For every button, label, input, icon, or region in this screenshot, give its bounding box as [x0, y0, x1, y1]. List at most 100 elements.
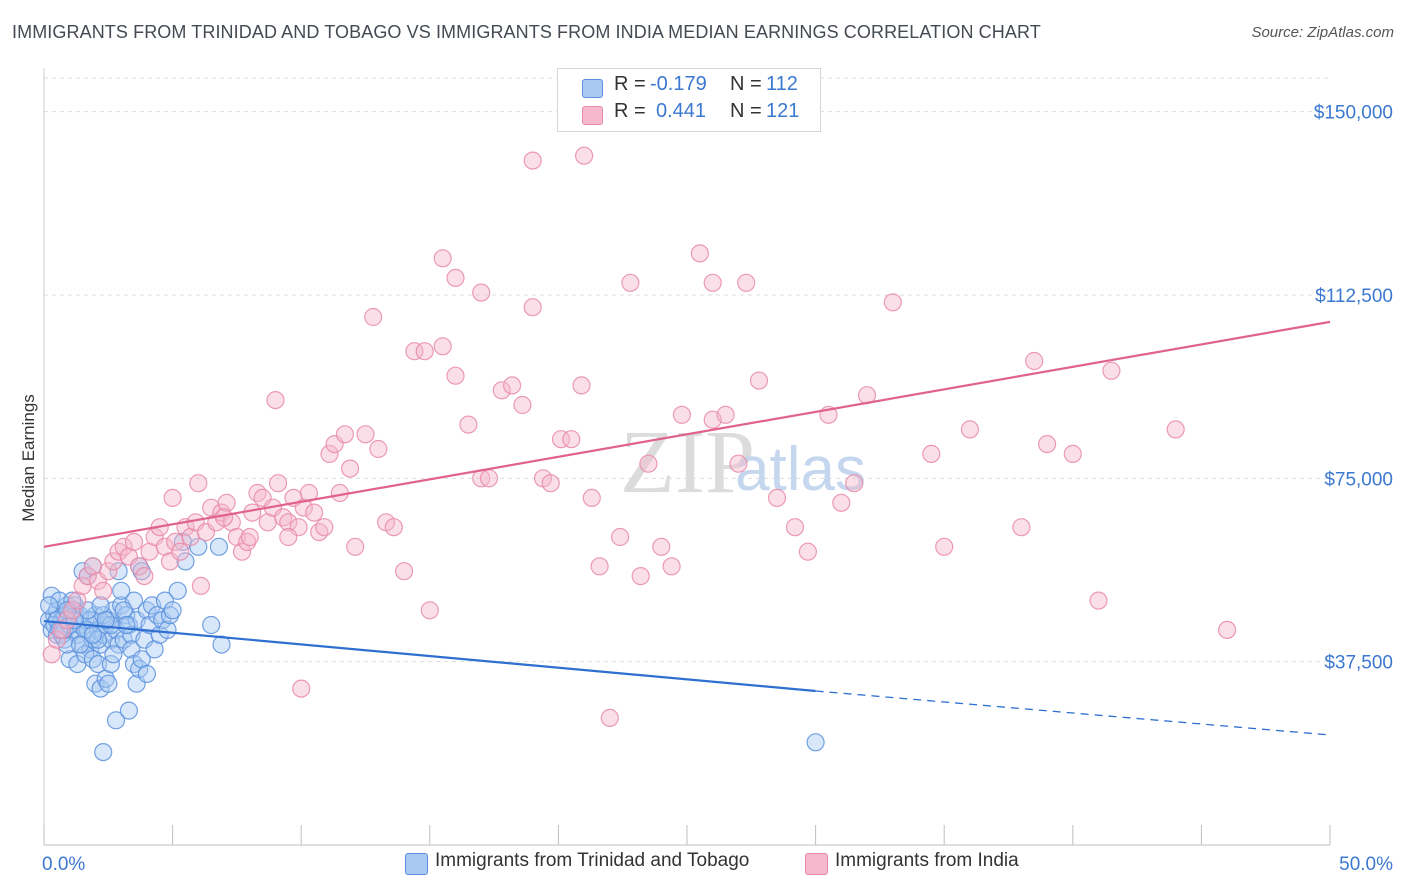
data-point: [502, 376, 522, 395]
trend-line-india: [43, 320, 1331, 548]
data-point: [202, 615, 221, 635]
data-point: [922, 444, 941, 463]
data-point: [124, 532, 144, 552]
data-point: [279, 527, 298, 547]
data-point: [209, 537, 228, 556]
data-point: [652, 537, 671, 556]
data-point: [883, 293, 902, 312]
data-point: [335, 425, 354, 444]
data-point: [610, 527, 630, 547]
data-point: [315, 518, 334, 537]
data-point: [1089, 591, 1108, 610]
data-point: [94, 742, 113, 762]
data-point: [320, 444, 339, 463]
data-point: [274, 508, 293, 527]
y-tick-label: $150,000: [1314, 103, 1393, 124]
data-point: [472, 283, 491, 302]
series-trinidad-points: [39, 532, 825, 762]
data-point: [310, 522, 329, 542]
data-point: [119, 701, 138, 720]
gridlines: [44, 77, 1330, 663]
source-label: Source: ZipAtlas.com: [1251, 24, 1394, 41]
data-point: [832, 493, 851, 512]
data-point: [135, 566, 154, 586]
y-axis-label: Median Earnings: [19, 394, 38, 522]
data-point: [292, 679, 311, 698]
data-point: [1063, 444, 1082, 463]
series-india-points: [42, 146, 1237, 728]
data-point: [160, 606, 180, 625]
data-point: [600, 708, 619, 728]
data-point: [88, 654, 108, 674]
data-point: [83, 650, 103, 669]
data-point: [158, 620, 177, 640]
data-point: [662, 557, 681, 576]
data-point: [114, 601, 133, 620]
data-point: [346, 537, 365, 556]
data-point: [845, 474, 864, 493]
data-point: [639, 454, 658, 473]
data-point: [163, 601, 182, 620]
bottom-legend-swatch-blue: [405, 853, 428, 875]
data-point: [176, 552, 195, 571]
trend-line-trinidad-extension: [815, 690, 1331, 736]
data-point: [446, 268, 465, 287]
data-point: [479, 469, 499, 488]
data-point: [104, 645, 123, 664]
data-point: [729, 454, 748, 473]
data-point: [405, 342, 424, 361]
bottom-legend-label: Immigrants from India: [835, 850, 1019, 871]
data-point: [785, 518, 805, 537]
data-point: [590, 557, 609, 576]
data-point: [767, 488, 787, 507]
data-point: [86, 674, 105, 693]
x-tick-label: 50.0%: [1339, 854, 1393, 875]
data-point: [631, 566, 650, 586]
legend-r-label: R =: [614, 73, 646, 95]
x-tick-labels: 0.0% 50.0%: [42, 854, 1393, 875]
data-point: [73, 562, 92, 581]
data-point: [572, 376, 591, 395]
data-point: [279, 513, 298, 532]
data-point: [356, 425, 375, 444]
data-point: [52, 620, 72, 640]
legend-swatch-pink: [582, 106, 603, 125]
trend-line-trinidad: [43, 619, 816, 693]
bottom-legend-label: Immigrants from Trinidad and Tobago: [435, 850, 750, 871]
data-point: [1025, 351, 1044, 371]
data-point: [1166, 420, 1185, 439]
legend-r-label: R =: [614, 100, 646, 122]
data-point: [523, 151, 542, 170]
data-point: [266, 391, 285, 410]
data-point: [1217, 620, 1237, 640]
data-point: [112, 581, 131, 600]
data-point: [238, 532, 257, 552]
data-point: [217, 493, 236, 512]
data-point: [137, 664, 156, 684]
data-point: [191, 576, 210, 596]
data-point: [63, 591, 82, 610]
data-point: [446, 366, 465, 385]
data-point: [716, 405, 735, 424]
watermark-atlas: atlas: [735, 435, 866, 504]
data-point: [574, 146, 594, 165]
data-point: [420, 601, 439, 620]
data-point: [433, 337, 452, 356]
data-point: [737, 273, 756, 292]
data-point: [433, 249, 452, 268]
data-point: [703, 273, 722, 292]
data-point: [130, 557, 149, 576]
legend-n-value: 112: [766, 73, 798, 95]
data-point: [189, 474, 208, 493]
data-point: [492, 381, 511, 400]
data-point: [240, 527, 259, 547]
data-point: [798, 542, 818, 561]
y-tick-label: $112,500: [1315, 286, 1393, 307]
y-tick-label: $37,500: [1324, 653, 1393, 674]
bottom-legend-swatch-pink: [805, 853, 828, 875]
data-point: [749, 371, 769, 390]
chart-title: IMMIGRANTS FROM TRINIDAD AND TOBAGO VS I…: [12, 22, 1041, 42]
data-point: [395, 562, 414, 581]
data-point: [459, 415, 478, 434]
